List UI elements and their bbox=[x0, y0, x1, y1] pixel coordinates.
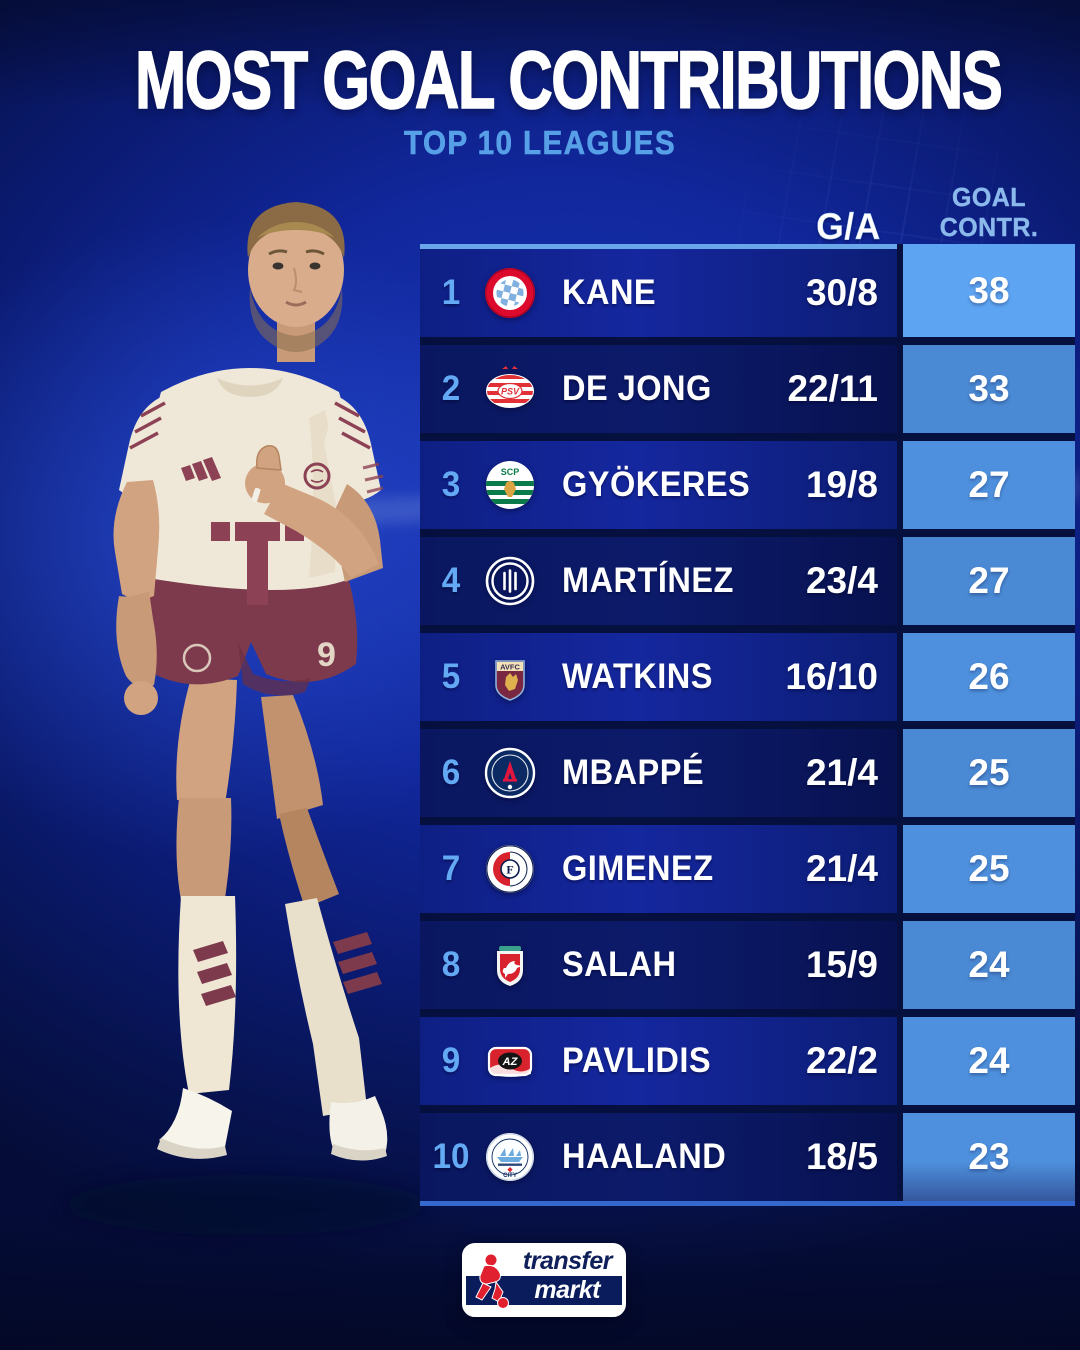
az-alkmaar-badge: AZ bbox=[482, 1033, 538, 1089]
paris-saint-germain-badge bbox=[482, 745, 538, 801]
sporting-cp-badge: SCP bbox=[482, 457, 538, 513]
player-name: DE JONG bbox=[562, 369, 712, 408]
ga-value: 30/8 bbox=[805, 272, 878, 313]
row-main: 8 SALAH 15/9 bbox=[420, 921, 897, 1009]
column-header-goal: GOAL bbox=[951, 182, 1027, 212]
rank-label: 9 bbox=[441, 1041, 461, 1080]
player-illustration: 9 bbox=[65, 202, 425, 1235]
row-main: 1 KANE 30/8 bbox=[420, 249, 897, 337]
table-row: 1 KANE 30/8 38 bbox=[420, 244, 1075, 337]
goal-contributions-value: 23 bbox=[903, 1113, 1075, 1201]
row-main: 5 AVFC WATKINS 16/10 bbox=[420, 633, 897, 721]
row-main: 7 F GIMENEZ 21/4 bbox=[420, 825, 897, 913]
rank-label: 1 bbox=[441, 273, 461, 312]
ga-value: 22/11 bbox=[787, 368, 878, 409]
table-row: 4 MARTÍNEZ 23/4 27 bbox=[420, 537, 1075, 625]
row-main: 3 SCP GYÖKERES 19/8 bbox=[420, 441, 897, 529]
row-main: 6 MBAPPÉ 21/4 bbox=[420, 729, 897, 817]
ga-value: 19/8 bbox=[805, 464, 878, 505]
goal-contributions-value: 24 bbox=[903, 921, 1075, 1009]
aston-villa-badge: AVFC bbox=[482, 649, 538, 705]
player-name: SALAH bbox=[562, 945, 677, 984]
svg-text:SCP: SCP bbox=[501, 467, 520, 477]
table-row: 8 SALAH 15/9 24 bbox=[420, 921, 1075, 1009]
goal-contributions-value: 25 bbox=[903, 729, 1075, 817]
player-name: PAVLIDIS bbox=[562, 1041, 712, 1080]
rank-label: 10 bbox=[432, 1137, 470, 1176]
svg-text:CITY: CITY bbox=[503, 1173, 517, 1179]
player-name: KANE bbox=[562, 273, 657, 312]
table-row: 10 CITY HAALAND 18/5 23 bbox=[420, 1113, 1075, 1201]
player-name: MBAPPÉ bbox=[562, 753, 705, 792]
transfermarkt-logo: transfer markt bbox=[462, 1243, 626, 1317]
goal-contributions-value: 27 bbox=[903, 537, 1075, 625]
transfermarkt-player-icon bbox=[475, 1253, 509, 1309]
ga-value: 21/4 bbox=[805, 752, 878, 793]
goal-contributions-value: 38 bbox=[903, 244, 1075, 337]
goal-contributions-value: 33 bbox=[903, 345, 1075, 433]
ga-value: 18/5 bbox=[805, 1136, 878, 1177]
manchester-city-badge: CITY bbox=[482, 1129, 538, 1185]
svg-text:PSV: PSV bbox=[501, 387, 520, 397]
goal-contributions-value: 26 bbox=[903, 633, 1075, 721]
table-row: 6 MBAPPÉ 21/4 25 bbox=[420, 729, 1075, 817]
row-main: 10 CITY HAALAND 18/5 bbox=[420, 1113, 897, 1201]
svg-text:AVFC: AVFC bbox=[500, 663, 520, 672]
player-name: MARTÍNEZ bbox=[562, 561, 734, 600]
table-bottom-border bbox=[420, 1201, 1075, 1206]
fc-bayern-munchen-badge bbox=[482, 265, 538, 321]
player-name: GIMENEZ bbox=[562, 849, 714, 888]
svg-text:AZ: AZ bbox=[502, 1056, 519, 1068]
player-name: GYÖKERES bbox=[562, 465, 751, 504]
column-header-ga: G/A bbox=[816, 206, 881, 247]
inter-milan-badge bbox=[482, 553, 538, 609]
row-main: 4 MARTÍNEZ 23/4 bbox=[420, 537, 897, 625]
player-name: WATKINS bbox=[562, 657, 713, 696]
player-photo-harry-kane: 9 bbox=[0, 150, 455, 1350]
goal-contributions-value: 27 bbox=[903, 441, 1075, 529]
ga-value: 16/10 bbox=[785, 656, 878, 697]
row-main: 2 PSV DE JONG 22/11 bbox=[420, 345, 897, 433]
row-main: 9 AZ PAVLIDIS 22/2 bbox=[420, 1017, 897, 1105]
feyenoord-badge: F bbox=[482, 841, 538, 897]
table-row: 5 AVFC WATKINS 16/10 26 bbox=[420, 633, 1075, 721]
player-name: HAALAND bbox=[562, 1137, 727, 1176]
table-row: 9 AZ PAVLIDIS 22/2 24 bbox=[420, 1017, 1075, 1105]
rank-label: 4 bbox=[441, 561, 461, 600]
ga-value: 21/4 bbox=[805, 848, 878, 889]
table-row: 7 F GIMENEZ 21/4 25 bbox=[420, 825, 1075, 913]
column-header-goal-contr: GOAL CONTR. bbox=[906, 182, 1071, 242]
rank-label: 7 bbox=[441, 849, 461, 888]
table-row: 2 PSV DE JONG 22/11 33 bbox=[420, 345, 1075, 433]
goal-contributions-value: 25 bbox=[903, 825, 1075, 913]
ga-value: 22/2 bbox=[805, 1040, 878, 1081]
rank-label: 5 bbox=[441, 657, 461, 696]
leaderboard-table: 1 KANE 30/8 38 2 PSV DE JONG 22/11 33 3 SCP GYÖKERE… bbox=[420, 244, 1075, 1201]
svg-text:9: 9 bbox=[317, 636, 336, 674]
goal-contributions-value: 24 bbox=[903, 1017, 1075, 1105]
ga-value: 23/4 bbox=[805, 560, 878, 601]
liverpool-badge bbox=[482, 937, 538, 993]
table-rows: 1 KANE 30/8 38 2 PSV DE JONG 22/11 33 3 SCP GYÖKERE… bbox=[420, 244, 1075, 1201]
svg-text:F: F bbox=[506, 863, 513, 877]
page-subtitle: TOP 10 LEAGUES bbox=[404, 124, 676, 162]
rank-label: 2 bbox=[441, 369, 461, 408]
rank-label: 6 bbox=[441, 753, 461, 792]
rank-label: 3 bbox=[441, 465, 461, 504]
table-row: 3 SCP GYÖKERES 19/8 27 bbox=[420, 441, 1075, 529]
column-header-contr: CONTR. bbox=[939, 212, 1039, 242]
rank-label: 8 bbox=[441, 945, 461, 984]
psv-eindhoven-badge: PSV bbox=[482, 361, 538, 417]
ga-value: 15/9 bbox=[805, 944, 878, 985]
page-title: MOST GOAL CONTRIBUTIONS bbox=[134, 34, 1003, 127]
